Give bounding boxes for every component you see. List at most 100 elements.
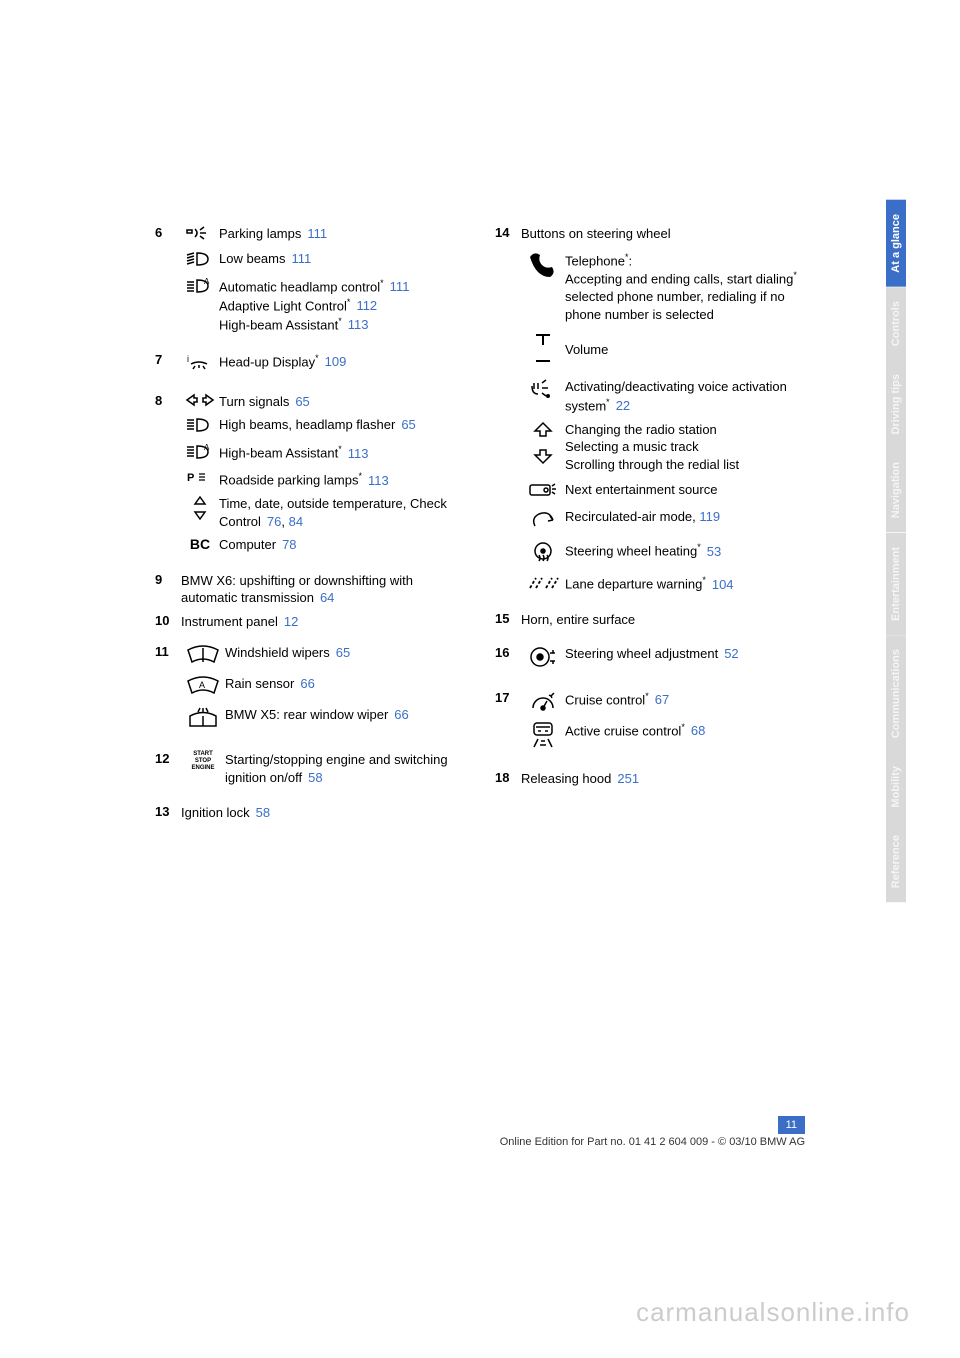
svg-text:A: A [204,277,210,286]
section-tab[interactable]: At a glance [886,200,906,287]
item-text: BMW X5: rear window wiper66 [225,706,465,733]
bc-icon: BC [181,536,219,554]
section-tab[interactable]: Entertainment [886,533,906,635]
group-10: 10 Instrument panel12 [155,613,465,631]
page-ref[interactable]: 66 [300,676,314,691]
wheel-adjust-icon [521,645,565,672]
start-stop-icon: STARTSTOPENGINE [181,751,225,786]
item-text: Starting/stopping engine and switching i… [225,751,465,786]
section-tab[interactable]: Communications [886,635,906,752]
page-ref[interactable]: 76 [267,514,281,529]
turn-signals-icon [181,393,219,411]
page-ref[interactable]: 113 [368,473,389,488]
item-number: 18 [495,770,521,788]
group-14: 14 Buttons on steering wheel Telephone*:… [495,225,805,593]
phone-icon [521,251,565,324]
page-ref[interactable]: 58 [256,805,270,820]
page-ref[interactable]: 22 [616,398,630,413]
source-icon [521,481,565,502]
page-ref[interactable]: 53 [707,544,721,559]
item-text: Roadside parking lamps*113 [219,470,465,489]
hba-icon: A [181,443,219,464]
page-ref[interactable]: 65 [295,394,309,409]
item-text: Automatic headlamp control*111 Adaptive … [219,277,465,334]
page-ref[interactable]: 58 [308,770,322,785]
item-text: Recirculated-air mode, 119 [565,508,805,535]
lane-warning-icon [521,574,565,593]
item-number: 13 [155,804,181,822]
page-ref[interactable]: 64 [320,590,334,605]
page-ref[interactable]: 65 [336,645,350,660]
page-ref[interactable]: 119 [699,509,720,524]
item-text: Releasing hood251 [521,770,805,788]
rain-sensor-icon: A [181,675,225,700]
group-12: 12 STARTSTOPENGINE Starting/stopping eng… [155,751,465,786]
group-18: 18 Releasing hood251 [495,770,805,788]
watermark: carmanualsonline.info [636,1297,910,1328]
acc-icon [521,721,565,752]
item-heading: Buttons on steering wheel [521,225,805,243]
page-ref[interactable]: 112 [356,298,377,313]
page-footer: 11 Online Edition for Part no. 01 41 2 6… [155,1116,805,1148]
item-text: Active cruise control*68 [565,721,805,752]
item-text: Lane departure warning*104 [565,574,805,593]
svg-text:i: i [187,354,189,364]
page-ref[interactable]: 104 [712,577,734,592]
page-ref[interactable]: 109 [325,354,347,369]
right-column: 14 Buttons on steering wheel Telephone*:… [495,225,805,828]
svg-text:A: A [204,443,210,452]
page-ref[interactable]: 66 [394,707,408,722]
item-text: Rain sensor66 [225,675,465,700]
item-number: 15 [495,611,521,629]
item-text: Steering wheel heating*53 [565,541,805,568]
svg-text:P: P [187,472,194,484]
cruise-icon [521,690,565,715]
page-ref[interactable]: 251 [617,771,639,786]
page-ref[interactable]: 84 [289,514,303,529]
item-text: Changing the radio station Selecting a m… [565,421,805,474]
section-tab[interactable]: Navigation [886,448,906,532]
section-tabs: At a glanceControlsDriving tipsNavigatio… [886,200,910,903]
page-ref[interactable]: 111 [390,279,410,294]
page-ref[interactable]: 78 [282,537,296,552]
item-number: 6 [155,225,181,244]
hud-icon: i [181,352,219,375]
auto-headlamp-icon: A [181,277,219,334]
rear-wiper-icon [181,706,225,733]
page-ref[interactable]: 67 [655,692,669,707]
item-text: Computer78 [219,536,465,554]
section-tab[interactable]: Controls [886,287,906,360]
section-tab[interactable]: Mobility [886,752,906,822]
item-text: BMW X6: upshifting or downshifting with … [181,572,465,607]
page-ref[interactable]: 111 [307,226,327,241]
item-text: Parking lamps111 [219,225,465,244]
item-number: 11 [155,644,181,669]
item-number: 10 [155,613,181,631]
item-text: Horn, entire surface [521,611,805,629]
page-ref[interactable]: 52 [724,646,738,661]
page-ref[interactable]: 65 [401,417,415,432]
page-number: 11 [778,1116,805,1134]
up-down-arrows-icon [521,421,565,474]
item-text: Windshield wipers65 [225,644,465,669]
group-11: 11 Windshield wipers65 A Rain sensor66 [155,644,465,733]
page-ref[interactable]: 113 [348,317,369,332]
section-tab[interactable]: Reference [886,821,906,902]
item-number: 9 [155,572,181,607]
footer-text: Online Edition for Part no. 01 41 2 604 … [155,1136,805,1148]
page-ref[interactable]: 12 [284,614,298,629]
item-text: Head-up Display*109 [219,352,465,375]
group-16: 16 Steering wheel adjustment52 [495,645,805,672]
page-ref[interactable]: 111 [291,251,311,266]
group-6: 6 Parking lamps111 Low beams111 [155,225,465,334]
group-15: 15 Horn, entire surface [495,611,805,629]
page-ref[interactable]: 113 [348,446,369,461]
item-number: 14 [495,225,521,243]
voice-icon [521,378,565,414]
page-ref[interactable]: 68 [691,723,705,738]
item-text: Volume [565,331,805,370]
recirc-icon [521,508,565,535]
section-tab[interactable]: Driving tips [886,360,906,449]
item-number: 16 [495,645,521,672]
item-text: Turn signals65 [219,393,465,411]
